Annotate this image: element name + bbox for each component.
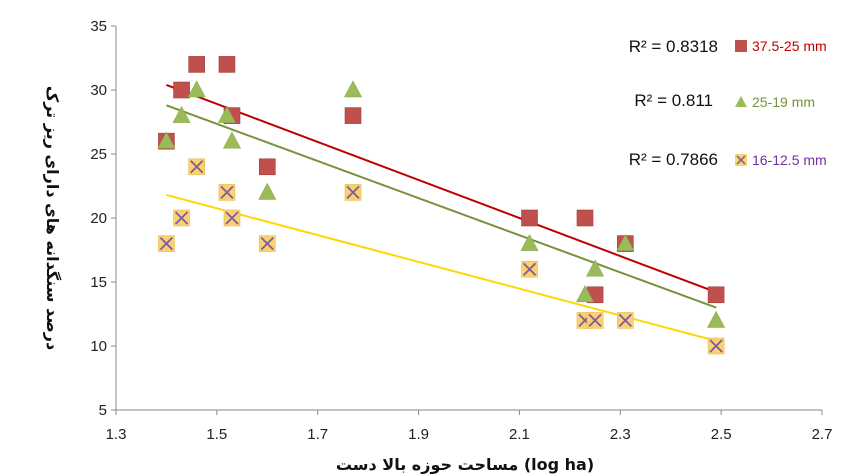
point-1-8 [575,285,594,303]
legend-label-2: 16-12.5 mm [752,152,827,168]
y-axis-title: درصد سنگدانه های دارای ریز ترک [43,86,62,350]
point-2-7 [521,260,538,278]
point-1-3 [217,105,236,123]
point-1-7 [520,233,539,251]
x-tick-label: 2.1 [509,426,530,443]
legend-marker-2 [735,154,747,166]
x-axis-title: (log ha) مساحت حوزه بالا دست [336,455,594,474]
point-2-1 [173,209,190,227]
y-tick-label: 35 [90,18,107,35]
point-1-2 [187,80,206,98]
data-points [157,56,726,355]
x-tick-label: 1.3 [106,426,127,443]
trend-lines [166,83,717,342]
x-tick-label: 2.5 [711,426,732,443]
point-0-2 [188,56,205,73]
y-tick-label: 15 [90,274,107,291]
y-tick-label: 10 [90,338,107,355]
trend-line-1 [166,104,717,309]
y-tick-label: 25 [90,146,107,163]
point-0-3 [218,56,236,73]
point-1-11 [707,310,726,328]
point-2-3 [218,184,236,201]
point-1-5 [258,182,277,200]
trend-line-0 [166,83,717,294]
r2-label-0: R² = 0.8318 [629,37,718,56]
r2-label-1: R² = 0.811 [634,91,713,110]
point-0-8 [576,209,594,227]
legend-label-0: 37.5-25 mm [752,38,827,54]
point-1-1 [172,105,191,123]
point-2-5 [258,235,276,252]
legend-label-1: 25-19 mm [752,94,815,110]
y-tick-label: 30 [90,82,107,99]
y-tick-label: 5 [99,402,107,419]
point-2-9 [586,312,604,329]
legend-marker-1 [735,96,747,107]
y-tick-label: 20 [90,210,107,227]
axes: 5 10 15 20 25 30 35 1.3 1.5 1.7 1.9 2.1 2.3 2.5 2.7 [90,18,832,443]
legend: R² = 0.8318 37.5-25 mm R² = 0.811 25-19 mm R… [629,37,827,169]
x-tick-label: 1.9 [408,426,429,443]
x-tick-label: 1.5 [206,426,227,443]
point-1-10 [616,233,635,251]
point-1-4 [222,131,241,149]
point-2-6 [344,184,362,201]
point-1-9 [586,259,605,277]
x-tick-label: 1.7 [307,426,328,443]
point-0-11 [707,286,725,304]
point-0-7 [521,209,538,227]
point-1-6 [344,80,363,98]
trend-line-2 [166,193,717,342]
point-0-5 [258,158,276,176]
point-2-10 [617,312,634,329]
x-tick-label: 2.7 [812,426,833,443]
point-2-0 [158,235,175,252]
r2-label-2: R² = 0.7866 [629,150,718,169]
x-tick-label: 2.3 [610,426,631,443]
point-0-1 [173,81,190,99]
legend-marker-0 [735,40,747,52]
point-1-0 [157,131,176,149]
point-2-4 [223,209,241,227]
point-2-11 [707,337,725,355]
point-0-6 [344,107,362,124]
point-2-2 [188,158,205,176]
